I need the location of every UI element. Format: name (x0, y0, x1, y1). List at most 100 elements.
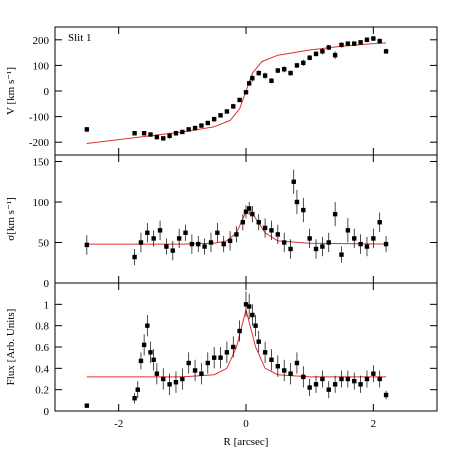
data-point (218, 355, 223, 360)
data-point (262, 73, 268, 78)
data-point (332, 211, 338, 217)
data-point (186, 127, 191, 132)
data-point (243, 302, 249, 307)
data-point (339, 252, 344, 257)
data-point (231, 344, 236, 350)
data-point (352, 41, 357, 46)
data-point (282, 67, 287, 72)
data-point (167, 133, 172, 138)
data-point (364, 244, 370, 249)
data-point (326, 387, 331, 392)
data-point (202, 244, 207, 249)
data-point (192, 368, 198, 373)
data-point (246, 206, 252, 211)
data-point (288, 70, 293, 76)
y-tick-label: 0.2 (35, 385, 49, 397)
data-point (275, 364, 281, 369)
data-point (345, 228, 351, 233)
data-point (173, 131, 179, 136)
data-point (288, 371, 293, 376)
data-point (180, 129, 185, 135)
data-point (135, 387, 140, 392)
data-point (364, 37, 370, 42)
model-curve (86, 42, 387, 144)
y-tick-label: 0 (44, 278, 50, 290)
y-tick-label: 0.6 (35, 342, 49, 354)
data-point (320, 376, 325, 382)
data-point (250, 211, 255, 217)
y-tick-label: 1 (44, 299, 50, 311)
data-point (151, 236, 156, 241)
data-point (173, 380, 179, 385)
x-tick-label: 0 (243, 418, 249, 430)
data-point (192, 125, 198, 131)
data-point (301, 207, 306, 213)
data-point (205, 360, 210, 366)
data-point (141, 342, 147, 348)
data-point (199, 123, 204, 128)
y-tick-label: 200 (33, 35, 50, 47)
data-point (358, 241, 363, 247)
data-point (371, 371, 376, 376)
data-point (262, 350, 268, 355)
data-point (250, 312, 255, 318)
data-point (256, 70, 261, 76)
data-point (246, 81, 252, 86)
data-point (294, 63, 300, 68)
data-point (307, 385, 312, 390)
data-point (377, 376, 382, 382)
data-point (269, 78, 274, 83)
data-point (170, 248, 175, 253)
data-point (84, 403, 90, 408)
data-point (138, 240, 144, 245)
data-point (145, 230, 150, 235)
data-point (234, 232, 239, 237)
data-point (196, 241, 201, 247)
data-point (132, 254, 137, 260)
data-point (288, 246, 293, 252)
data-point (215, 230, 220, 235)
data-point (256, 339, 261, 344)
data-point (246, 304, 252, 309)
data-point (84, 127, 90, 132)
data-point (161, 376, 166, 382)
data-point (294, 360, 300, 366)
data-point (183, 230, 188, 235)
data-point (148, 132, 153, 137)
data-point (307, 236, 312, 241)
data-point (167, 382, 172, 387)
y-axis-label: σ[km s⁻¹] (5, 197, 17, 240)
data-point (275, 68, 281, 73)
data-point (358, 40, 363, 45)
data-point (377, 220, 382, 225)
data-point (132, 396, 137, 401)
data-point (221, 241, 226, 247)
data-point (148, 350, 153, 355)
x-axis-label: R [arcsec] (224, 436, 269, 448)
data-point (161, 136, 166, 141)
data-point (371, 236, 376, 241)
annotation: Slit 1 (68, 32, 92, 44)
data-point (218, 113, 223, 118)
data-point (326, 45, 331, 50)
data-point (313, 382, 319, 387)
data-point (243, 90, 249, 95)
data-point (237, 328, 242, 334)
data-point (151, 357, 156, 362)
y-tick-label: 0 (44, 406, 50, 418)
y-tick-label: 0.8 (35, 321, 49, 333)
data-point (345, 376, 351, 382)
y-tick-label: -100 (29, 112, 50, 124)
data-point (364, 376, 370, 382)
data-point (237, 97, 242, 103)
data-point (199, 371, 204, 376)
data-point (256, 220, 261, 225)
model-curve (86, 309, 387, 378)
data-point (332, 382, 338, 387)
data-point (301, 60, 306, 66)
data-point (262, 225, 268, 231)
data-point (326, 240, 331, 245)
y-axis-label: V [km s⁻¹] (5, 67, 17, 115)
data-point (269, 228, 274, 233)
data-point (352, 378, 357, 384)
